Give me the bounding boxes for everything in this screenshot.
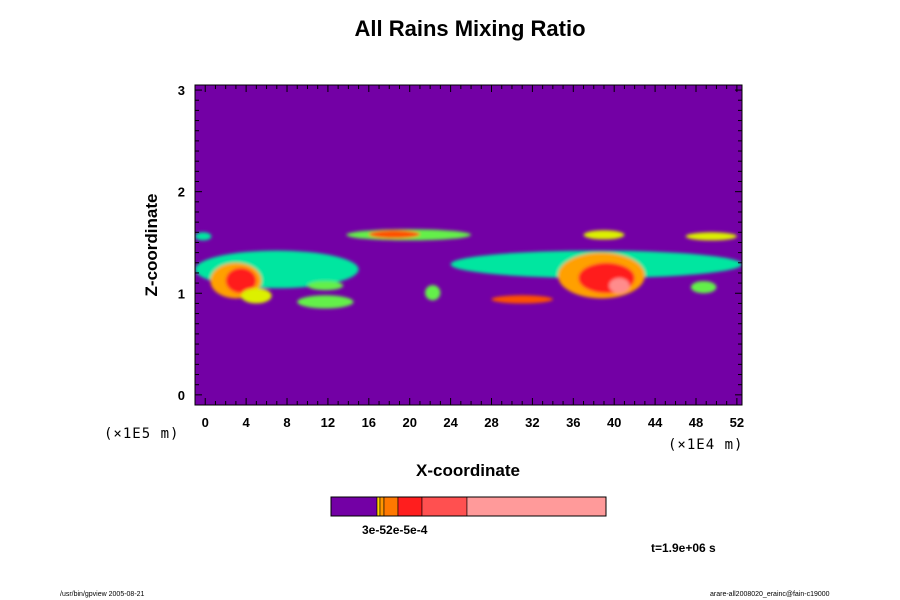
rain-region-4 — [241, 288, 272, 304]
y-axis-unit: (×1E5 m) — [104, 426, 180, 442]
rain-region-14 — [609, 278, 630, 294]
rain-region-9 — [368, 230, 420, 239]
rain-region-0 — [195, 232, 212, 241]
x-axis-unit: (×1E4 m) — [668, 437, 744, 453]
colorbar-label: 3e-52e-5e-4 — [362, 523, 428, 537]
x-tick-label: 16 — [362, 415, 376, 430]
rain-region-11 — [491, 295, 553, 304]
x-axis-label: X-coordinate — [416, 461, 520, 480]
colorbar-segment — [466, 496, 607, 517]
x-tick-label: 12 — [321, 415, 335, 430]
colorbar-segment — [397, 496, 423, 517]
y-axis-label: Z-coordinate — [142, 193, 161, 297]
x-tick-label: 24 — [443, 415, 458, 430]
x-tick-label: 36 — [566, 415, 580, 430]
chart-title: All Rains Mixing Ratio — [354, 16, 586, 41]
x-tick-label: 28 — [484, 415, 498, 430]
rain-region-5 — [297, 295, 354, 309]
rain-region-6 — [307, 281, 344, 291]
rain-region-7 — [425, 285, 441, 301]
x-tick-label: 4 — [243, 415, 251, 430]
y-tick-label: 0 — [178, 388, 185, 403]
colorbar-frame — [330, 496, 607, 517]
rain-region-16 — [685, 232, 737, 241]
colorbar-segment — [376, 496, 381, 517]
x-tick-label: 32 — [525, 415, 539, 430]
x-tick-label: 52 — [730, 415, 744, 430]
x-tick-label: 0 — [202, 415, 209, 430]
rain-region-17 — [690, 281, 717, 294]
y-tick-label: 1 — [178, 286, 185, 301]
y-tick-label: 3 — [178, 83, 185, 98]
time-label: t=1.9e+06 s — [651, 541, 716, 555]
y-tick-label: 2 — [178, 185, 185, 200]
rain-region-15 — [583, 230, 625, 240]
colorbar-segment — [421, 496, 468, 517]
x-tick-label: 48 — [689, 415, 703, 430]
colorbar-segment — [383, 496, 399, 517]
x-tick-label: 40 — [607, 415, 621, 430]
footer-filename: arare-all2008020_erainc@fain-c19000 — [710, 591, 830, 598]
colorbar-segment — [379, 496, 385, 517]
plot-background — [195, 85, 742, 405]
x-tick-label: 20 — [402, 415, 416, 430]
plot-frame — [194, 84, 743, 406]
colorbar-segment — [330, 496, 378, 517]
x-tick-label: 8 — [283, 415, 290, 430]
x-tick-label: 44 — [648, 415, 663, 430]
rain-region-3 — [225, 267, 257, 294]
footer-command: /usr/bin/gpview 2005-08-21 — [60, 591, 145, 598]
